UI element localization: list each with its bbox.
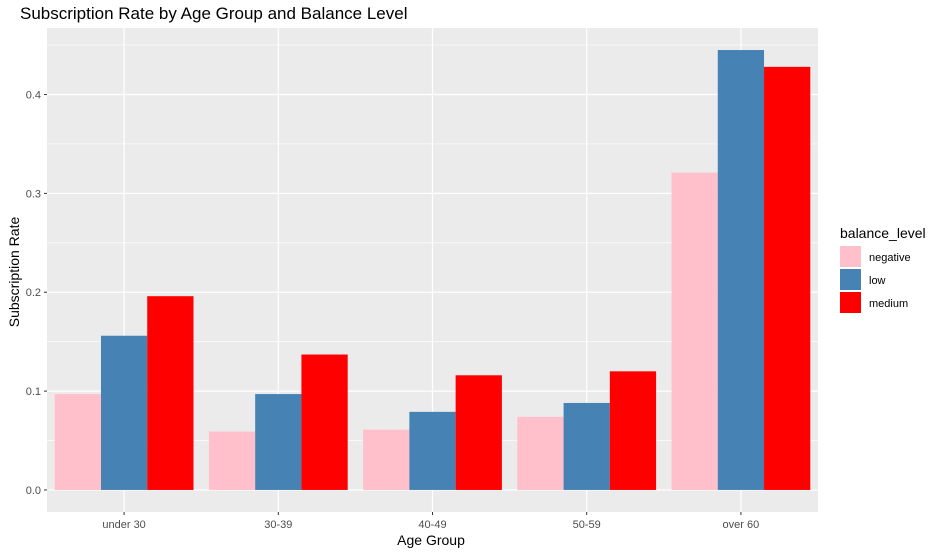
bar-medium	[147, 296, 194, 490]
bar-low	[255, 394, 302, 490]
y-tick-label: 0.0	[26, 485, 41, 497]
y-tick-label: 0.1	[26, 386, 41, 398]
legend-key-medium	[840, 292, 861, 313]
x-tick-label: over 60	[723, 519, 760, 531]
bars	[54, 50, 811, 490]
y-tick-label: 0.4	[26, 90, 41, 102]
legend-title: balance_level	[840, 225, 926, 241]
bar-negative	[517, 416, 564, 490]
y-axis-title: Subscription Rate	[6, 217, 22, 328]
x-axis: under 30 30-39 40-49 50-59 over 60	[102, 512, 759, 531]
legend: balance_level negative low medium	[840, 225, 926, 313]
bar-medium	[455, 375, 502, 490]
bar-negative	[363, 429, 410, 490]
legend-label-medium: medium	[869, 298, 908, 310]
x-tick-label: 40-49	[418, 519, 446, 531]
x-tick-label: 50-59	[573, 519, 601, 531]
y-tick-label: 0.3	[26, 188, 41, 200]
legend-label-negative: negative	[869, 252, 911, 264]
bar-low	[409, 411, 456, 490]
y-axis: 0.0 0.1 0.2 0.3 0.4	[26, 90, 47, 497]
legend-key-low	[840, 269, 861, 290]
bar-medium	[301, 354, 348, 490]
x-axis-title: Age Group	[397, 532, 465, 548]
bar-negative	[54, 394, 101, 490]
bar-medium	[609, 371, 657, 490]
bar-medium	[764, 66, 811, 490]
bar-negative	[671, 172, 718, 490]
x-tick-label: under 30	[102, 519, 145, 531]
chart-title: Subscription Rate by Age Group and Balan…	[20, 4, 407, 23]
bar-low	[100, 335, 148, 490]
legend-key-negative	[840, 246, 861, 267]
bar-negative	[208, 431, 256, 490]
x-tick-label: 30-39	[264, 519, 292, 531]
bar-low	[717, 50, 765, 490]
y-tick-label: 0.2	[26, 287, 41, 299]
bar-low	[563, 402, 610, 490]
legend-label-low: low	[869, 275, 886, 287]
